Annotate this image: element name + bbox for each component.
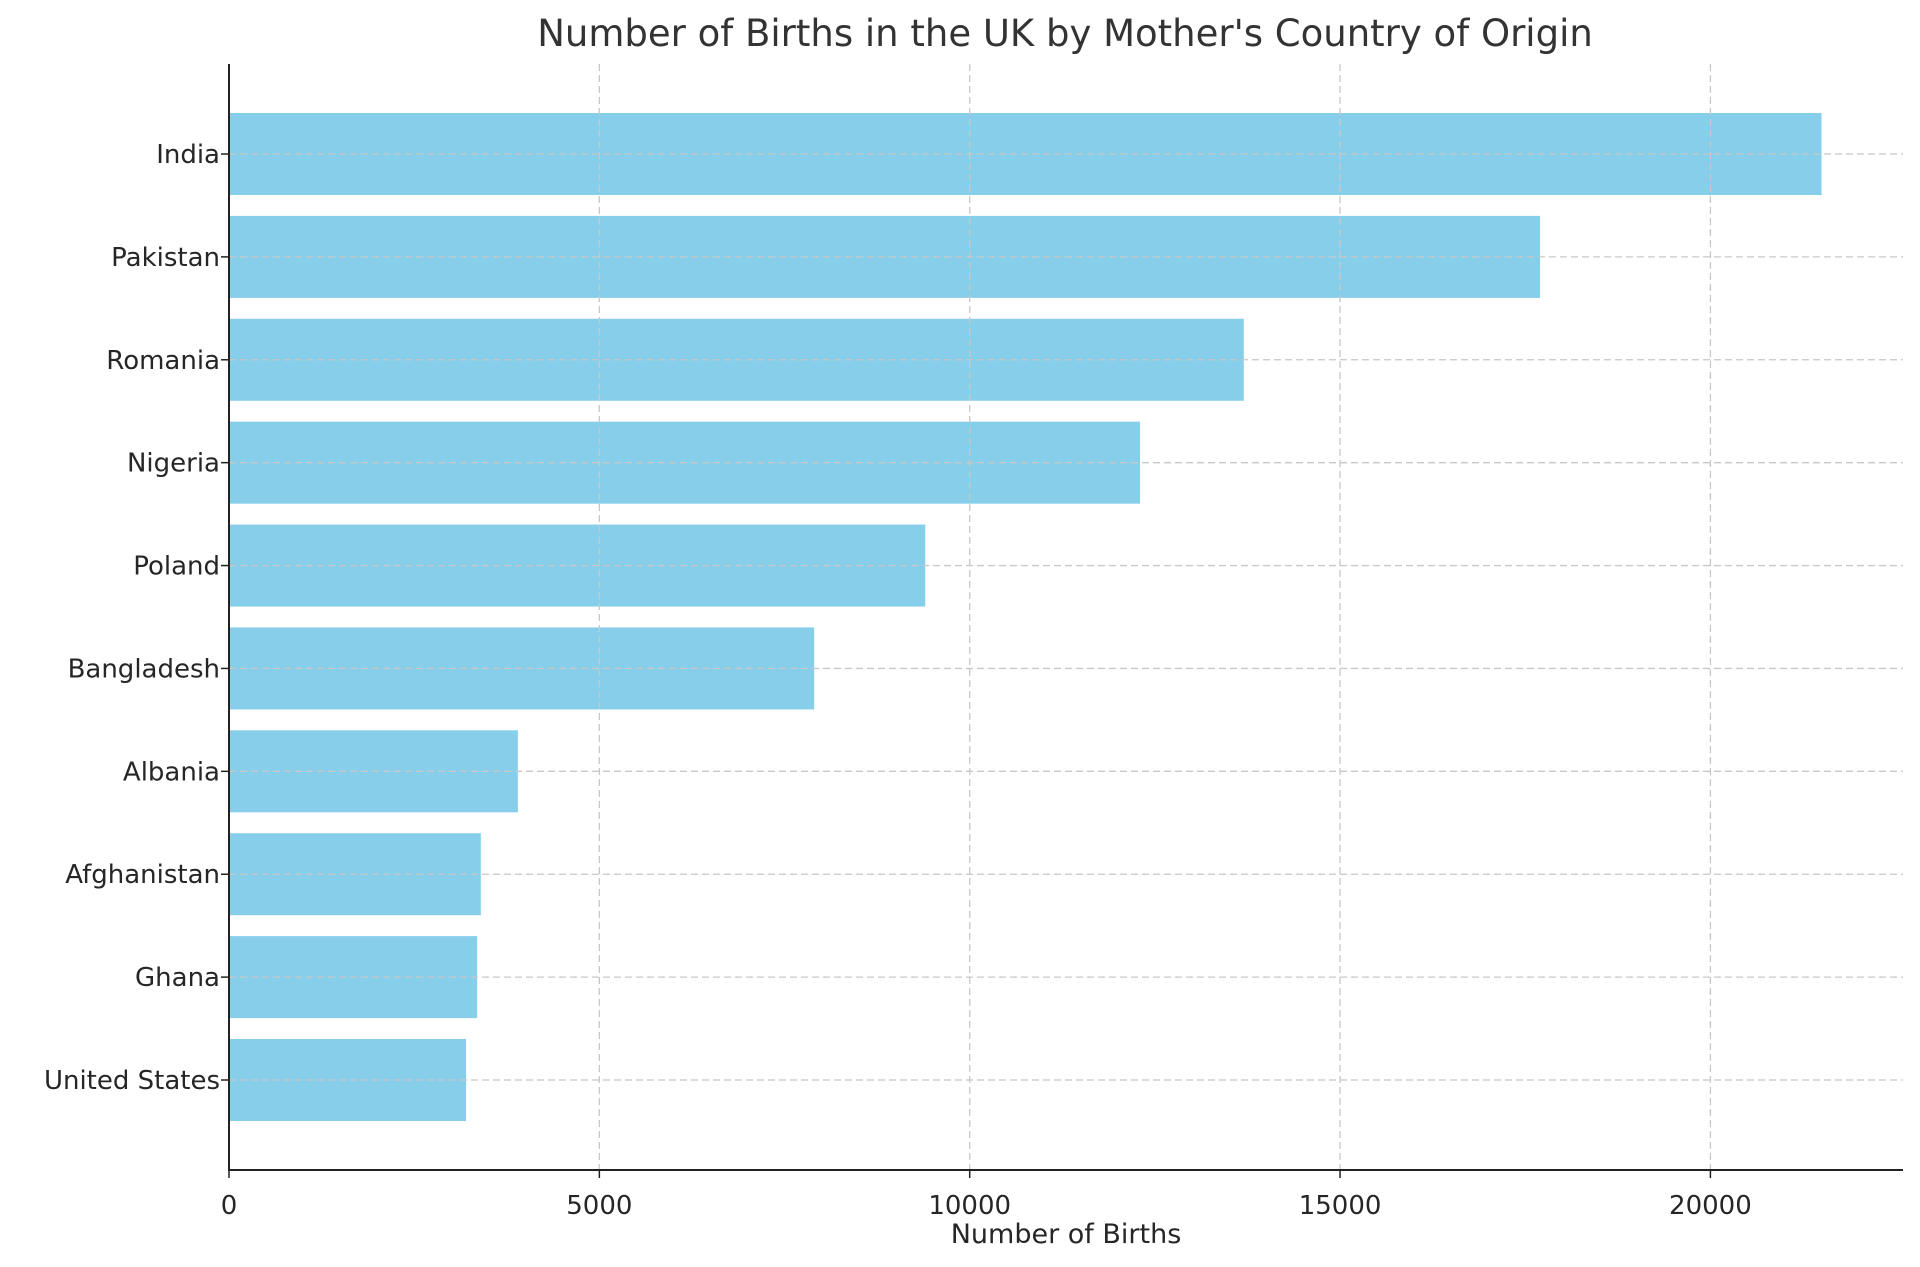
y-tick-label: Nigeria [127,449,220,479]
x-tick-label: 10000 [928,1191,1011,1221]
y-tick-label: Albania [123,757,220,787]
y-tick-label: Pakistan [111,243,220,273]
x-tick-label: 15000 [1299,1191,1382,1221]
chart-title: Number of Births in the UK by Mother's C… [537,12,1593,55]
y-tick-label: Afghanistan [65,860,220,890]
bars [229,113,1822,1121]
grid-lines [229,64,1903,1170]
x-tick-labels: 0 5000 10000 15000 20000 [221,1170,1752,1221]
x-axis-label: Number of Births [951,1219,1182,1250]
y-tick-label: Poland [133,552,220,582]
x-tick-label: 0 [221,1191,238,1221]
y-tick-label: Bangladesh [68,654,220,684]
y-tick-label: India [156,140,220,170]
x-tick-label: 20000 [1669,1191,1752,1221]
y-tick-label: Romania [106,346,220,376]
y-tick-labels: India Pakistan Romania Nigeria Poland Banglad… [44,140,229,1096]
y-tick-label: Ghana [135,963,220,993]
x-tick-label: 5000 [566,1191,632,1221]
y-tick-label: United States [44,1066,220,1096]
